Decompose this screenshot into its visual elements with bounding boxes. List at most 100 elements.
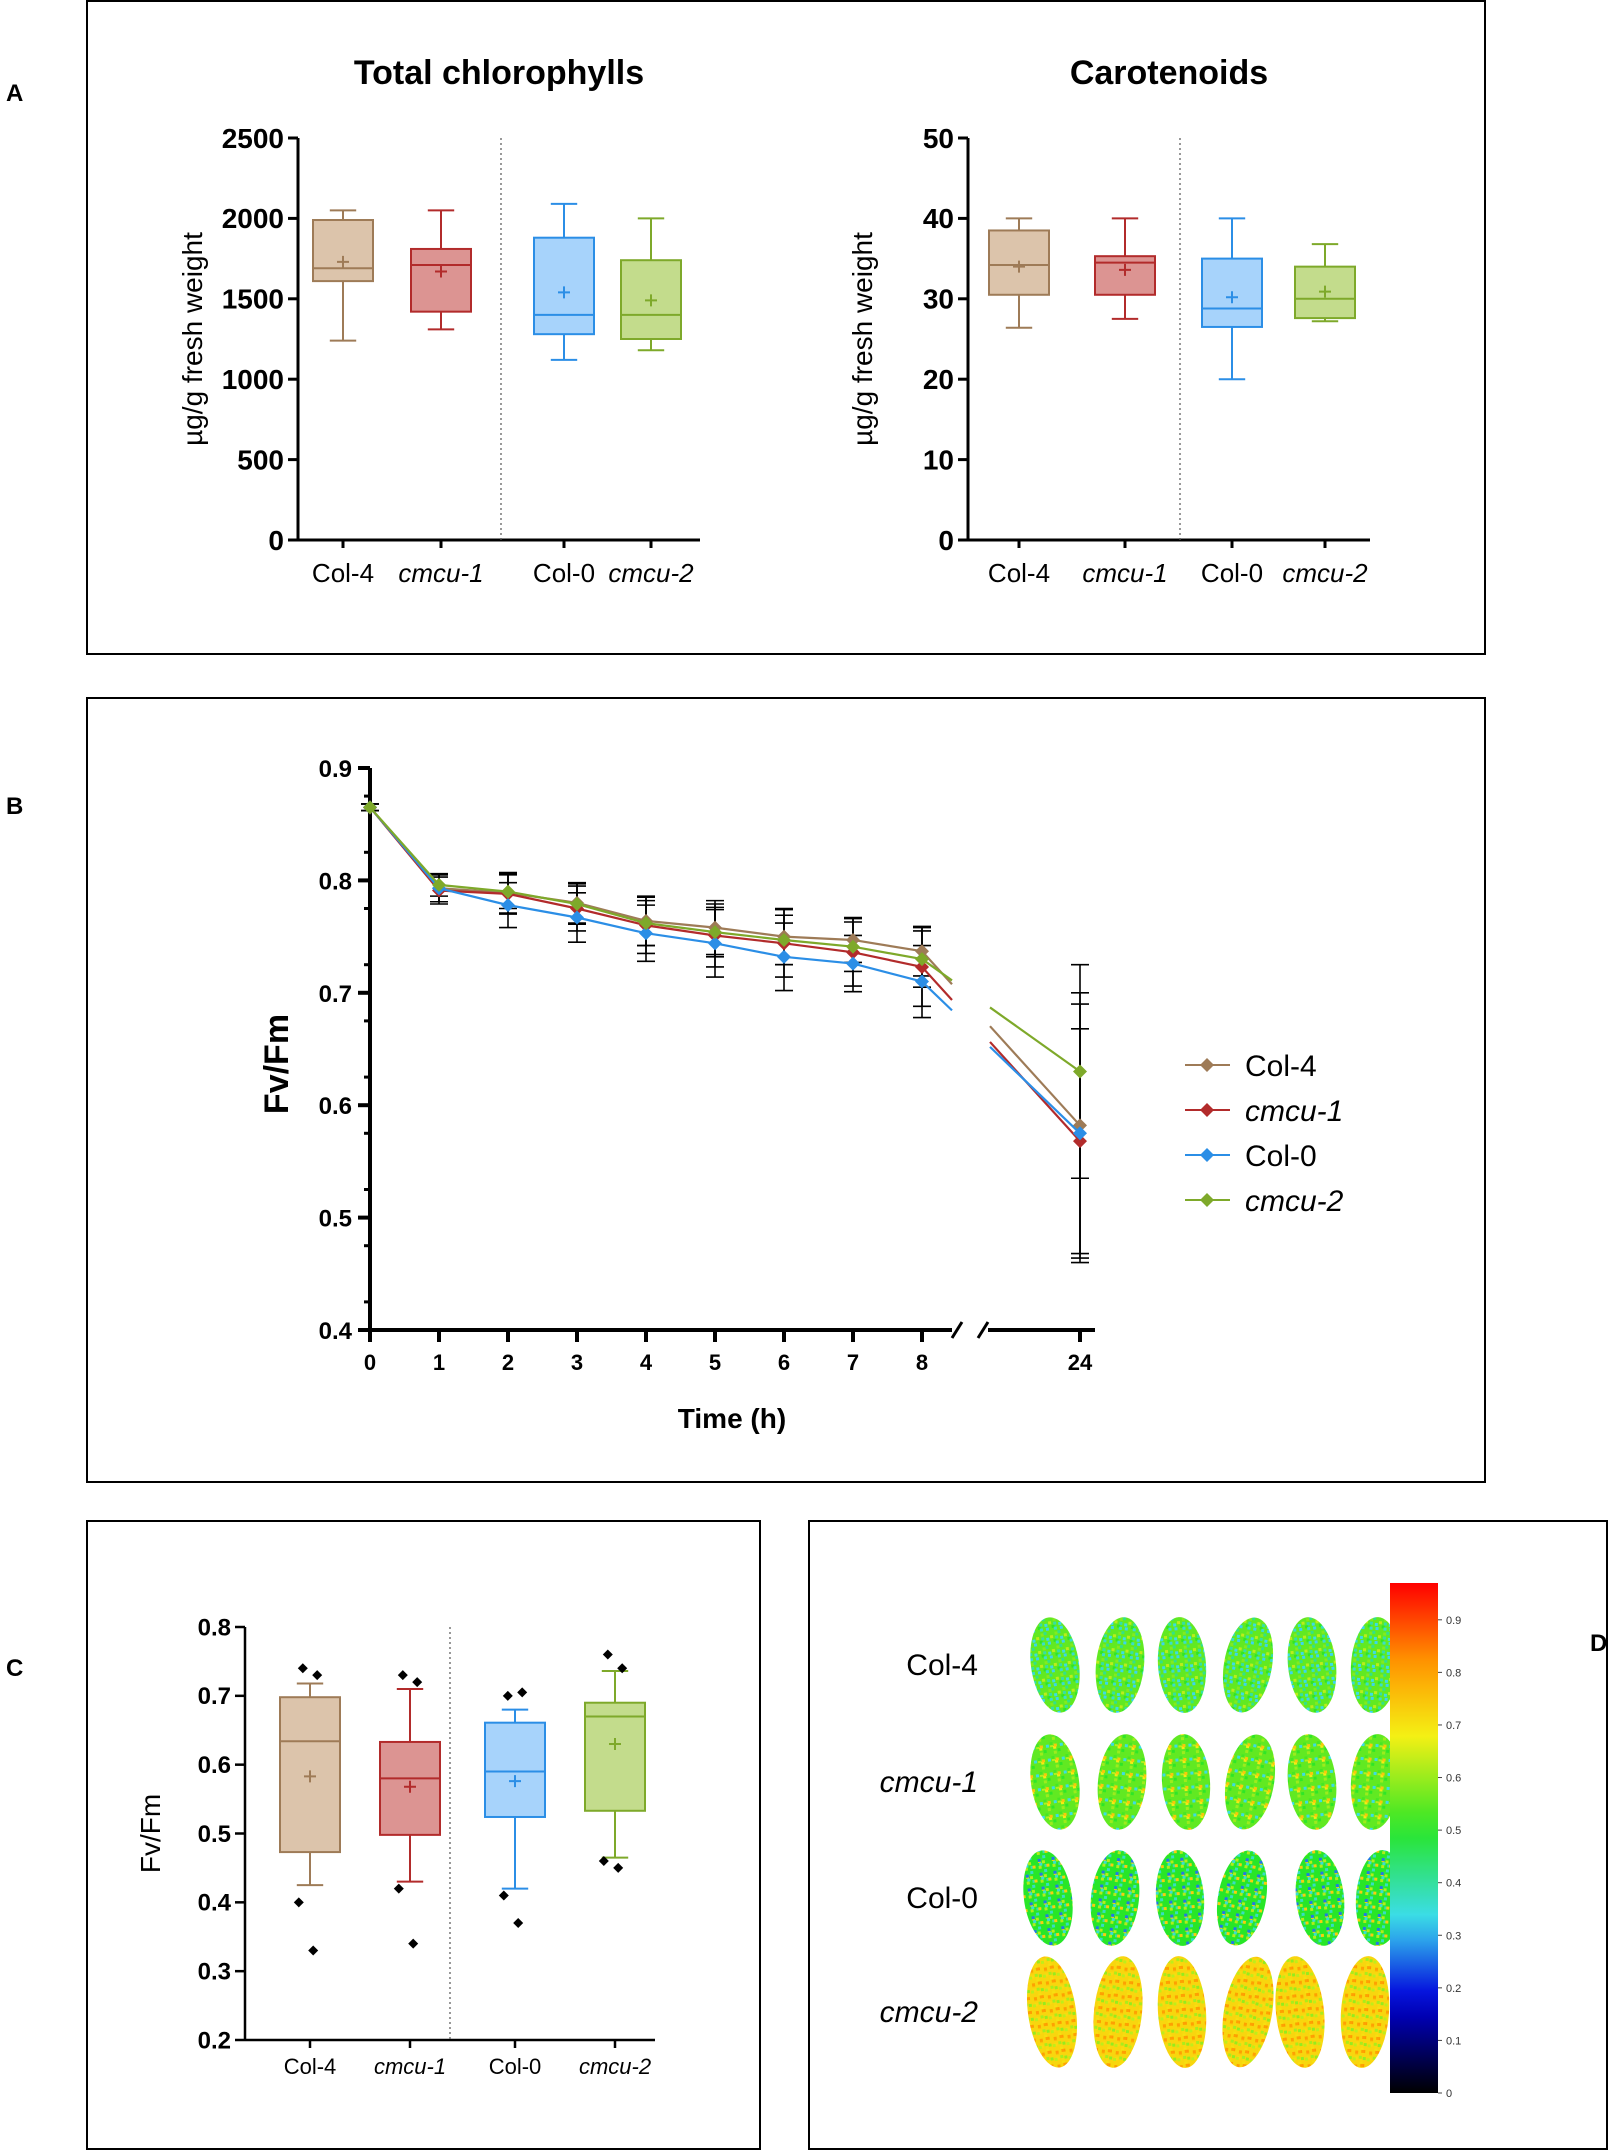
fvfm-imaging: Col-4 cmcu-1 Col-0 cmcu-2 0 0.1 0.2 0.3 0.4 0.5 0.… [880,1583,1461,2100]
y-tick-label: 0.8 [319,868,352,895]
panel-c-letter: C [6,1655,24,1682]
box-mean-marker [1119,263,1131,276]
y-tick-label: 30 [923,284,954,315]
colorbar-tick-label: 0.2 [1446,1983,1461,1995]
data-point [846,939,860,954]
data-point [846,956,860,971]
x-tick-label: 8 [916,1350,928,1375]
y-tick-label: 0.4 [198,1890,232,1917]
box-mean-marker [404,1780,416,1793]
panel-d-letter: D [1590,1630,1608,1657]
box-iqr [312,219,374,283]
x-tick-label: 4 [640,1350,653,1375]
y-tick-label: 0.6 [198,1752,231,1779]
colorbar-tick-label: 0.1 [1446,2035,1461,2047]
y-tick-label: 50 [923,123,954,154]
category-label: cmcu-1 [398,558,483,588]
box-mean-marker [509,1775,521,1788]
box-mean-marker [337,255,349,268]
outlier-point [502,1690,513,1701]
box-mean-marker [609,1738,621,1751]
x-tick-label: 0 [364,1350,376,1375]
panel-b-letter: B [6,793,24,820]
box-iqr [484,1721,546,1818]
box-cmcu-1 [379,1670,441,1949]
y-tick-label: 0.7 [319,981,352,1008]
leaf-image [1350,1617,1400,1713]
chlorophylls-chart: Total chlorophylls 0 500 1000 1500 2000 2500 µg… [177,54,700,588]
data-point [1073,1134,1087,1149]
leaf-image [1157,1617,1207,1713]
legend-label: cmcu-2 [1245,1185,1344,1218]
box-mean-marker [1226,291,1238,304]
legend-marker [1200,1058,1214,1072]
panel-a-frame [86,0,1486,655]
y-tick-label: 0.5 [198,1821,231,1848]
leaf-image [1023,1850,1073,1946]
data-point [1073,1064,1087,1079]
leaf-image [1097,1734,1147,1830]
data-point [708,925,722,940]
outlier-point [517,1687,528,1698]
outlier-point [602,1649,613,1660]
data-point [639,926,653,941]
data-point [915,959,929,974]
colorbar-tick-label: 0.9 [1446,1615,1461,1627]
data-point [639,916,653,931]
data-point [501,898,515,913]
box-col-0 [533,202,595,361]
y-tick-label: 40 [923,203,954,234]
data-point [570,910,584,925]
y-tick-label: 0.9 [319,756,352,783]
legend-marker [1200,1193,1214,1207]
category-label: cmcu-1 [374,2054,446,2079]
panel-d-frame [808,1520,1608,2150]
box-mean-marker [304,1770,316,1783]
leaf-image [1287,1617,1337,1713]
leaf-image [1340,1956,1390,2068]
leaf-image [1030,1617,1080,1713]
box-col-0 [1201,217,1263,381]
chart-title: Carotenoids [1070,54,1268,92]
legend-label: Col-4 [1245,1050,1317,1083]
x-axis-label: Time (h) [678,1403,786,1434]
series-segment-pre-break [921,980,953,1012]
y-tick-label: 0.4 [319,1318,353,1345]
fvfm-24h-chart: 0.2 0.3 0.4 0.5 0.6 0.7 0.8 Fv/Fm Col-4 cmcu-1 Col… [135,1614,655,2079]
fvfm-time-chart: 0.4 0.5 0.6 0.7 0.8 0.9 0 1 2 3 4 5 6 7 8 24 Time (h) Fv/… [258,756,1344,1434]
y-tick-label: 20 [923,364,954,395]
leaf-image [1093,1956,1143,2068]
colorbar-tick-label: 0.5 [1446,1825,1461,1837]
y-tick-label: 0.8 [198,1614,231,1641]
series-segment-pre-break [921,958,953,982]
data-point [363,800,377,815]
box-mean-marker [1319,285,1331,298]
leaf-image [1275,1956,1325,2068]
panel-b-frame [86,697,1486,1483]
category-label: Col-0 [1201,558,1263,588]
colorbar-tick-label: 0.8 [1446,1667,1461,1679]
data-point [1073,1126,1087,1141]
legend-label: Col-0 [1245,1140,1317,1173]
leaf-image [1155,1850,1205,1946]
y-tick-label: 1500 [222,284,284,315]
box-col-4 [279,1663,341,1956]
y-tick-label: 10 [923,444,954,475]
leaf-image [1090,1850,1140,1946]
panel-a-letter: A [6,80,24,107]
leaf-image [1095,1617,1145,1713]
y-tick-label: 0.6 [319,1093,352,1120]
row-label: Col-0 [906,1882,978,1915]
outlier-point [312,1670,323,1681]
category-label: cmcu-2 [608,558,694,588]
row-label: cmcu-2 [880,1996,979,2029]
y-tick-label: 0.2 [198,2027,231,2054]
colorbar [1390,1583,1438,2093]
series-segment-pre-break [921,950,953,986]
box-cmcu-1 [1094,217,1156,320]
data-point [915,952,929,967]
leaf-image [1030,1734,1080,1830]
leaf-image [1161,1734,1211,1830]
y-tick-label: 0.5 [319,1206,352,1233]
y-axis-label: Fv/Fm [135,1794,166,1873]
